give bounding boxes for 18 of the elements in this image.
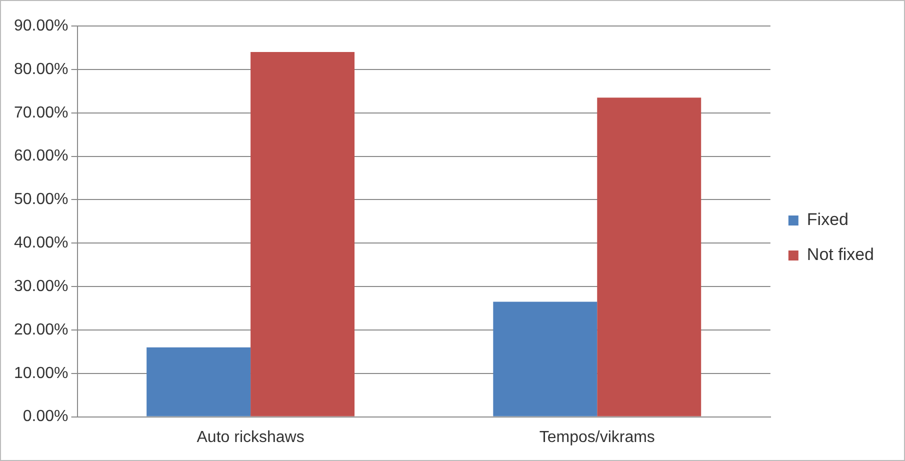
legend-label: Not fixed xyxy=(806,245,874,264)
y-tick-label: 90.00% xyxy=(14,17,68,34)
y-tick-label: 80.00% xyxy=(14,60,68,78)
y-tick-label: 10.00% xyxy=(14,364,68,382)
x-tick-label: Tempos/vikrams xyxy=(539,428,655,446)
bar xyxy=(597,98,702,416)
bar xyxy=(250,52,355,416)
y-tick-label: 0.00% xyxy=(22,408,68,426)
y-tick-label: 70.00% xyxy=(14,104,68,122)
y-tick-label: 50.00% xyxy=(14,191,68,208)
y-tick-label: 20.00% xyxy=(14,321,68,338)
y-tick-label: 60.00% xyxy=(14,148,68,165)
legend-label: Fixed xyxy=(806,210,848,230)
x-tick-label: Auto rickshaws xyxy=(196,428,304,446)
bar xyxy=(493,302,598,416)
y-tick-label: 40.00% xyxy=(14,234,68,252)
bar xyxy=(146,347,251,416)
y-tick-label: 30.00% xyxy=(14,278,68,295)
